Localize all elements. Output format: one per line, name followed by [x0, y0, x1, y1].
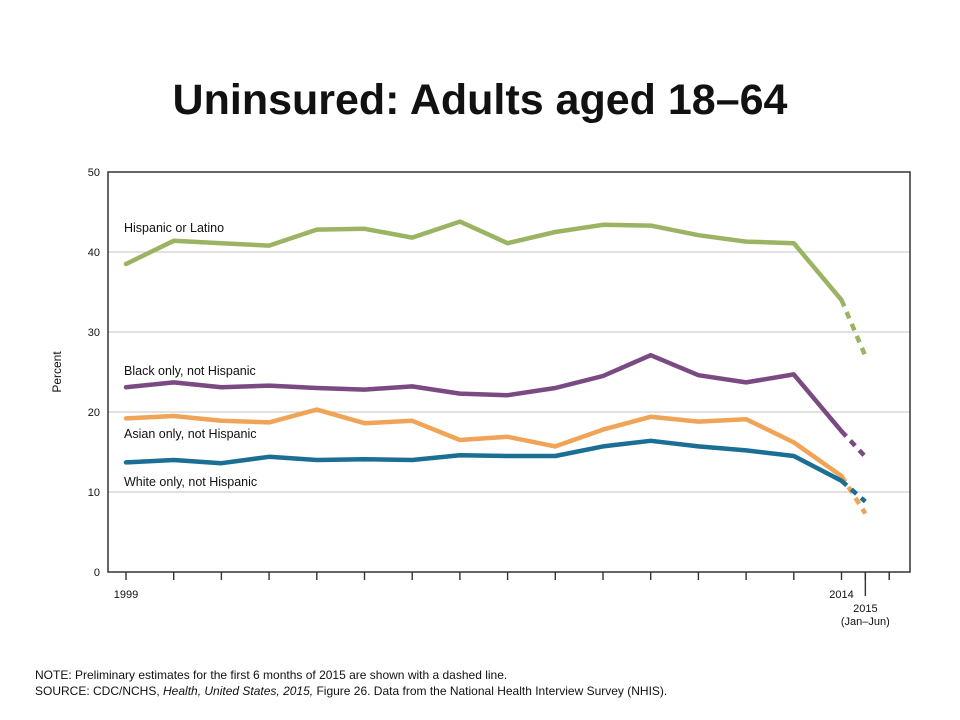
- chart-note: NOTE: Preliminary estimates for the firs…: [35, 667, 667, 699]
- series: [123, 219, 868, 515]
- source-text: SOURCE: CDC/NCHS, Health, United States,…: [35, 683, 667, 699]
- x-tick-label: 2015: [853, 603, 877, 615]
- y-tick-label: 10: [88, 487, 100, 499]
- chart-title: Uninsured: Adults aged 18–64: [172, 76, 788, 124]
- x-tick-label: 1999: [114, 589, 138, 601]
- series-line: [123, 438, 844, 484]
- y-tick-label: 40: [88, 247, 100, 259]
- series-preliminary-dashed: [839, 299, 868, 357]
- y-tick-label: 20: [88, 407, 100, 419]
- series-labels: Hispanic or Latino Black only, not Hispan…: [124, 221, 257, 489]
- series-line: [123, 352, 844, 434]
- source-italic: Health, United States, 2015,: [163, 684, 314, 698]
- x-tick-sublabel: (Jan–Jun): [841, 616, 890, 628]
- series-line: [123, 219, 844, 303]
- note-text: NOTE: Preliminary estimates for the firs…: [35, 668, 508, 682]
- series-label: White only, not Hispanic: [124, 475, 257, 489]
- source-suffix: Figure 26. Data from the National Health…: [313, 684, 668, 698]
- series-label: Black only, not Hispanic: [124, 364, 256, 378]
- y-tick-label: 50: [88, 167, 100, 179]
- y-axis-label: Percent: [50, 351, 64, 393]
- x-tick-label: 2014: [829, 589, 853, 601]
- gridlines: [108, 251, 910, 493]
- plot-frame: [107, 171, 911, 573]
- y-tick-label: 30: [88, 327, 100, 339]
- series-preliminary-dashed: [840, 479, 867, 504]
- series-preliminary-dashed: [839, 429, 867, 459]
- series-label: Hispanic or Latino: [124, 221, 224, 235]
- series-line: [123, 407, 844, 479]
- y-tick-label: 0: [94, 567, 100, 579]
- series-label: Asian only, not Hispanic: [124, 427, 256, 441]
- source-prefix: SOURCE: CDC/NCHS,: [35, 684, 164, 698]
